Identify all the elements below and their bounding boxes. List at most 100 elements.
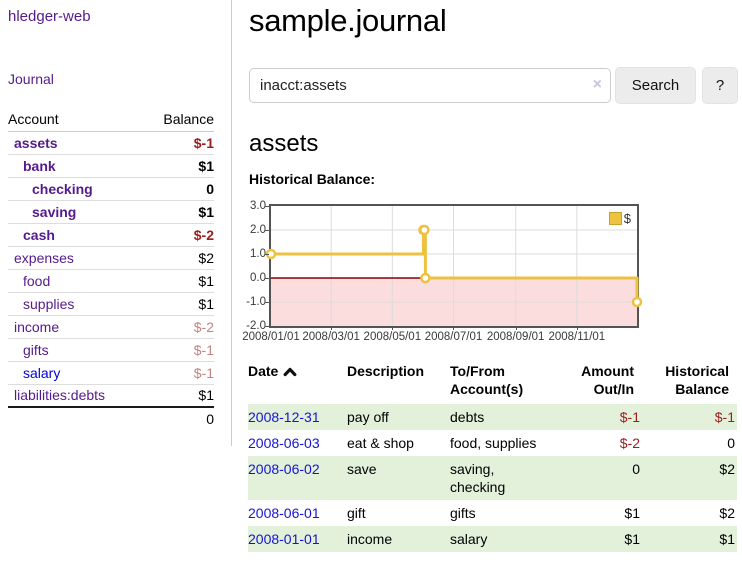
transaction-balance: $2 bbox=[719, 505, 735, 521]
account-row: cash $-2 bbox=[8, 223, 214, 247]
account-link-cash[interactable]: cash bbox=[23, 226, 55, 243]
sidebar: hledger-web Journal Account Balance asse… bbox=[0, 0, 232, 446]
transaction-date-link[interactable]: 2008-12-31 bbox=[248, 409, 320, 425]
account-balance: $-2 bbox=[111, 223, 214, 247]
y-axis-tick bbox=[265, 277, 269, 279]
register-table: Date Description To/From Account(s) Amou… bbox=[248, 360, 737, 552]
account-link-liabilities:debts[interactable]: liabilities:debts bbox=[14, 387, 106, 404]
account-row: gifts $-1 bbox=[8, 338, 214, 362]
x-axis-tick bbox=[515, 326, 517, 330]
account-link-supplies[interactable]: supplies bbox=[23, 295, 75, 312]
register-header-row: Date Description To/From Account(s) Amou… bbox=[248, 360, 737, 404]
sort-ascending-icon bbox=[283, 367, 297, 377]
register-row: 2008-06-03 eat & shop food, supplies $-2 0 bbox=[248, 430, 737, 456]
y-axis-tick-label: 2.0 bbox=[250, 224, 266, 236]
account-row: income $-2 bbox=[8, 315, 214, 339]
account-link-gifts[interactable]: gifts bbox=[23, 341, 49, 358]
x-axis-tick-label: 2008/07/01 bbox=[424, 331, 483, 343]
account-link-checking[interactable]: checking bbox=[32, 180, 93, 197]
transaction-amount: $1 bbox=[624, 505, 640, 521]
register-row: 2008-01-01 income salary $1 $1 bbox=[248, 526, 737, 552]
account-row: saving $1 bbox=[8, 200, 214, 224]
page-title: sample.journal bbox=[249, 3, 447, 38]
account-link-saving[interactable]: saving bbox=[32, 203, 77, 220]
x-axis-tick-label: 2008/05/01 bbox=[363, 331, 422, 343]
transaction-accounts: saving, checking bbox=[450, 461, 506, 495]
help-button[interactable]: ? bbox=[702, 67, 738, 104]
x-axis-tick bbox=[392, 326, 394, 330]
account-link-bank[interactable]: bank bbox=[23, 157, 56, 174]
transaction-balance: $-1 bbox=[714, 409, 735, 425]
legend-label: $ bbox=[623, 211, 631, 226]
transaction-accounts: salary bbox=[450, 531, 488, 547]
x-axis-tick-label: 2008/09/01 bbox=[486, 331, 545, 343]
x-axis-tick bbox=[453, 326, 455, 330]
account-balance: $-1 bbox=[111, 361, 214, 385]
transaction-amount: $-2 bbox=[619, 435, 640, 451]
x-axis-tick-label: 2008/11/01 bbox=[548, 331, 606, 343]
x-axis-tick-label: 2008/03/01 bbox=[302, 331, 360, 343]
y-axis-tick bbox=[265, 205, 269, 207]
y-axis-tick-label: -2.0 bbox=[246, 320, 266, 332]
account-link-food[interactable]: food bbox=[23, 272, 51, 289]
column-header-date[interactable]: Date bbox=[248, 360, 347, 404]
account-balance: $1 bbox=[111, 269, 214, 293]
transaction-description: save bbox=[347, 461, 377, 477]
account-row: checking 0 bbox=[8, 177, 214, 201]
historical-balance-chart: $ 3.0 2.0 1.0 0.0 -1.0 -2.0 2008/01/01 2008/03/… bbox=[242, 200, 742, 349]
accounts-header-account: Account bbox=[8, 108, 111, 132]
transaction-description: pay off bbox=[347, 409, 389, 425]
column-header-amount: Amount Out/In bbox=[581, 363, 634, 397]
transaction-balance: $1 bbox=[719, 531, 735, 547]
account-link-income[interactable]: income bbox=[14, 318, 60, 335]
account-balance: $1 bbox=[111, 154, 214, 178]
account-row: assets $-1 bbox=[8, 131, 214, 155]
transaction-amount: $1 bbox=[624, 531, 640, 547]
account-link-assets[interactable]: assets bbox=[14, 134, 58, 151]
accounts-total: 0 bbox=[111, 406, 214, 430]
account-balance: $-1 bbox=[111, 338, 214, 362]
chart-label: Historical Balance: bbox=[249, 171, 376, 187]
account-balance: $-2 bbox=[111, 315, 214, 339]
y-axis-tick bbox=[265, 229, 269, 231]
register-row: 2008-12-31 pay off debts $-1 $-1 bbox=[248, 404, 737, 430]
account-row: liabilities:debts $1 bbox=[8, 384, 214, 408]
accounts-total-row: 0 bbox=[8, 406, 214, 430]
account-row: food $1 bbox=[8, 269, 214, 293]
x-axis-tick bbox=[331, 326, 333, 330]
y-axis-tick-label: 0.0 bbox=[250, 272, 266, 284]
transaction-date-link[interactable]: 2008-06-02 bbox=[248, 461, 320, 477]
account-balance: $1 bbox=[111, 292, 214, 316]
column-header-balance: Historical Balance bbox=[665, 363, 729, 397]
search-row: × Search ? bbox=[249, 67, 741, 105]
accounts-header-row: Account Balance bbox=[8, 108, 214, 132]
legend-swatch-icon bbox=[608, 212, 622, 225]
chart-plot-area: $ bbox=[265, 204, 643, 328]
account-row: expenses $2 bbox=[8, 246, 214, 270]
y-axis-tick bbox=[265, 253, 269, 255]
column-header-accounts: To/From Account(s) bbox=[450, 363, 524, 397]
account-link-expenses[interactable]: expenses bbox=[14, 249, 74, 266]
accounts-table: Account Balance assets $-1 bank $1 checking 0… bbox=[8, 108, 214, 430]
account-link-salary[interactable]: salary bbox=[23, 364, 61, 381]
transaction-amount: 0 bbox=[632, 461, 640, 477]
account-row: supplies $1 bbox=[8, 292, 214, 316]
app-brand-link[interactable]: hledger-web bbox=[8, 8, 91, 25]
transaction-date-link[interactable]: 2008-06-03 bbox=[248, 435, 320, 451]
transaction-amount: $-1 bbox=[619, 409, 640, 425]
account-balance: $1 bbox=[111, 384, 214, 408]
x-axis-tick bbox=[576, 326, 578, 330]
transaction-date-link[interactable]: 2008-06-01 bbox=[248, 505, 320, 521]
transaction-accounts: gifts bbox=[450, 505, 476, 521]
column-header-description: Description bbox=[347, 363, 425, 379]
transaction-description: gift bbox=[347, 505, 366, 521]
search-input[interactable] bbox=[249, 68, 611, 103]
account-title: assets bbox=[249, 130, 319, 157]
clear-search-icon[interactable]: × bbox=[592, 76, 602, 93]
sidebar-item-journal[interactable]: Journal bbox=[8, 71, 54, 87]
accounts-header-balance: Balance bbox=[111, 108, 214, 132]
chart-canvas bbox=[265, 206, 643, 326]
transaction-date-link[interactable]: 2008-01-01 bbox=[248, 531, 320, 547]
account-row: salary $-1 bbox=[8, 361, 214, 385]
search-button[interactable]: Search bbox=[615, 67, 696, 104]
